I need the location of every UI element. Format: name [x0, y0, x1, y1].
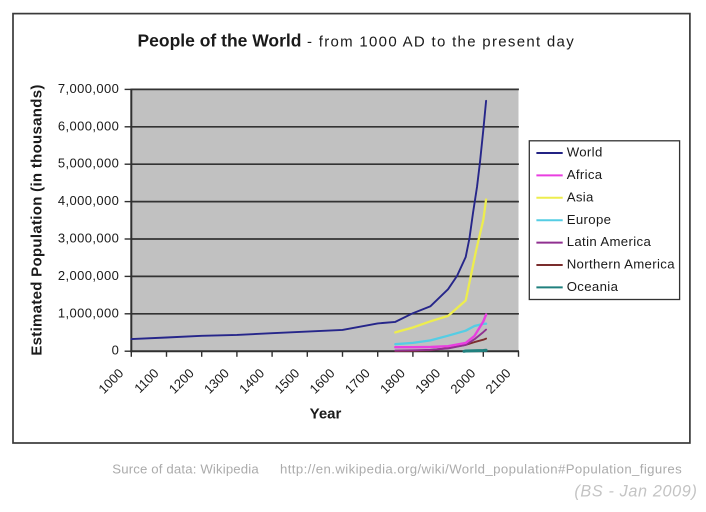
svg-text:0: 0	[112, 343, 120, 358]
svg-text:7,000,000: 7,000,000	[58, 81, 119, 96]
svg-text:People of the World - from 100: People of the World - from 1000 AD to th…	[138, 31, 576, 51]
svg-text:Year: Year	[310, 406, 342, 423]
svg-text:Oceania: Oceania	[567, 279, 619, 294]
svg-text:3,000,000: 3,000,000	[58, 231, 119, 246]
svg-text:1,000,000: 1,000,000	[58, 305, 119, 320]
svg-text:Northern America: Northern America	[567, 257, 676, 272]
svg-text:Africa: Africa	[567, 167, 603, 182]
svg-text:http://en.wikipedia.org/wiki/W: http://en.wikipedia.org/wiki/World_popul…	[280, 461, 682, 476]
svg-text:5,000,000: 5,000,000	[58, 156, 119, 171]
svg-text:Europe: Europe	[567, 212, 612, 227]
svg-text:(BS - Jan 2009): (BS - Jan 2009)	[574, 483, 697, 501]
svg-text:Estimated Population (in thous: Estimated Population (in thousands)	[29, 84, 46, 355]
svg-text:Asia: Asia	[567, 189, 594, 204]
svg-text:4,000,000: 4,000,000	[58, 193, 119, 208]
svg-text:(BS - Jan 2009): (BS - Jan 2009)	[576, 484, 699, 502]
svg-text:Surce of data: Wikipedia: Surce of data: Wikipedia	[112, 461, 259, 476]
svg-text:2,000,000: 2,000,000	[58, 268, 119, 283]
svg-text:6,000,000: 6,000,000	[58, 118, 119, 133]
svg-text:Latin America: Latin America	[567, 234, 652, 249]
svg-text:World: World	[567, 145, 603, 160]
